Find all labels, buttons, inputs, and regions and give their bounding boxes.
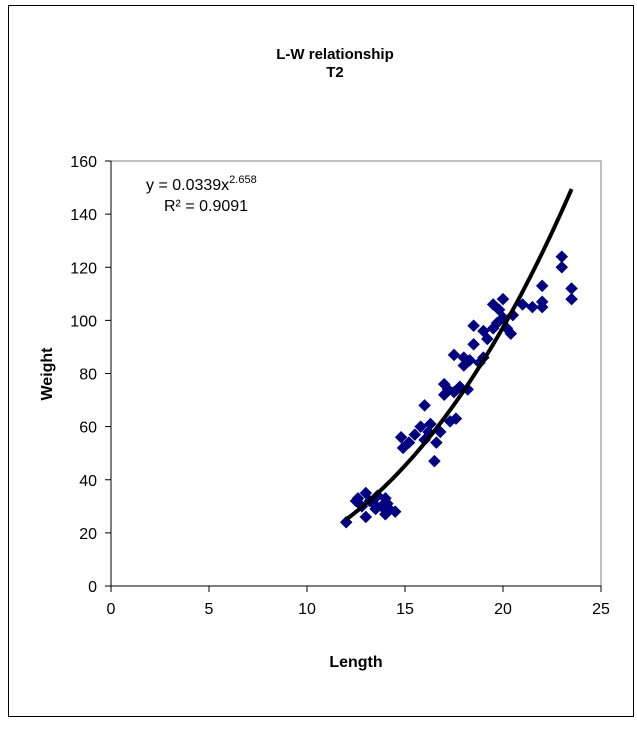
y-tick-label: 20 bbox=[79, 526, 97, 543]
x-tick-label: 25 bbox=[592, 601, 610, 618]
chart-title: L-W relationship bbox=[276, 46, 394, 63]
x-tick-label: 5 bbox=[205, 601, 214, 618]
data-point bbox=[388, 505, 402, 518]
data-point bbox=[496, 292, 510, 306]
data-point bbox=[467, 319, 480, 333]
data-point bbox=[447, 348, 461, 362]
x-axis-ticks bbox=[110, 586, 602, 592]
x-tick-label: 15 bbox=[396, 601, 414, 618]
data-point bbox=[526, 300, 539, 314]
data-point bbox=[480, 332, 494, 346]
data-point bbox=[535, 300, 549, 314]
data-point bbox=[565, 292, 578, 306]
chart-frame: L-W relationship T2 0 20 40 60 80 100 120 140 16… bbox=[8, 5, 634, 717]
x-axis-title: Length bbox=[329, 654, 382, 671]
equation-base: y = 0.0339x bbox=[146, 177, 229, 194]
data-point bbox=[424, 417, 437, 431]
y-axis-tick-labels: 0 20 40 60 80 100 120 140 160 bbox=[70, 154, 97, 596]
plot-area bbox=[110, 160, 602, 587]
scatter-chart: L-W relationship T2 02040608010012014016… bbox=[39, 46, 610, 671]
data-point bbox=[418, 399, 431, 412]
y-tick-label: 100 bbox=[70, 313, 97, 330]
y-tick-label: 120 bbox=[70, 260, 97, 277]
data-point bbox=[394, 430, 408, 444]
x-axis-tick-labels: 0 5 10 15 20 25 bbox=[107, 601, 610, 618]
chart-subtitle: T2 bbox=[326, 64, 344, 81]
y-axis-title: Weight bbox=[39, 347, 56, 401]
data-point bbox=[430, 436, 443, 449]
y-tick-label: 0 bbox=[88, 579, 97, 596]
y-tick-label: 160 bbox=[70, 154, 97, 171]
x-tick-label: 10 bbox=[298, 601, 316, 618]
data-point bbox=[428, 454, 441, 468]
r-squared-label: R² = 0.9091 bbox=[164, 198, 248, 215]
power-trendline bbox=[344, 188, 574, 522]
y-axis-ticks bbox=[105, 160, 111, 587]
y-tick-label: 40 bbox=[79, 473, 97, 490]
x-tick-label: 0 bbox=[107, 601, 116, 618]
trendline-equation: y = 0.0339x2.658 bbox=[146, 174, 257, 194]
data-point bbox=[467, 337, 480, 351]
data-point bbox=[408, 428, 422, 441]
data-point bbox=[402, 436, 416, 449]
y-tick-label: 60 bbox=[79, 420, 97, 437]
equation-exponent: 2.658 bbox=[229, 174, 257, 186]
y-tick-label: 80 bbox=[79, 367, 97, 384]
data-point bbox=[535, 279, 549, 293]
data-point bbox=[555, 260, 569, 274]
x-tick-label: 20 bbox=[494, 601, 512, 618]
y-tick-label: 140 bbox=[70, 207, 97, 224]
data-point bbox=[463, 353, 477, 367]
data-point bbox=[449, 412, 463, 426]
data-point bbox=[504, 327, 518, 341]
data-point bbox=[414, 420, 428, 433]
data-point bbox=[359, 510, 373, 524]
